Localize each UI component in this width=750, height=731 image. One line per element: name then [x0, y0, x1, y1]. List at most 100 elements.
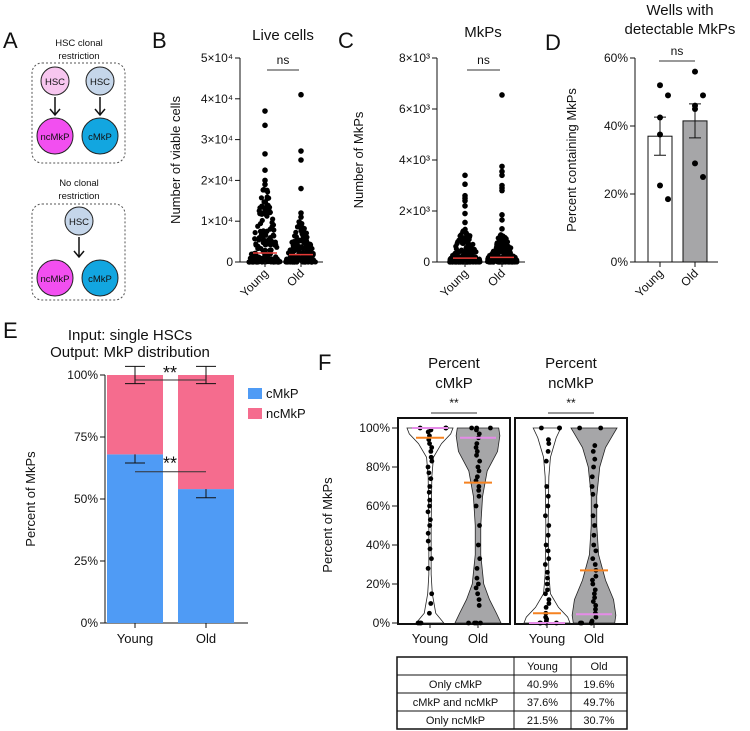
chart-b-point — [259, 229, 265, 235]
chart-b-point — [262, 181, 268, 188]
chart-b-point — [259, 203, 265, 209]
chart-d-point — [700, 174, 706, 180]
chart-b-point — [298, 185, 304, 192]
chart-f1-point — [474, 449, 480, 454]
chart-c-point — [470, 241, 476, 247]
chart-e-error-bar — [125, 365, 145, 385]
chart-f1-point — [474, 474, 480, 480]
chart-b-ylabel: Number of viable cells — [168, 96, 183, 224]
chart-f2-point — [591, 591, 597, 597]
chart-b-point — [257, 211, 263, 217]
chart-f1-point — [427, 441, 432, 446]
chart-c-point — [448, 259, 454, 265]
chart-b-point — [298, 91, 304, 98]
chart-c-point — [455, 253, 461, 259]
chart-c-point — [514, 259, 520, 265]
chart-f1-x-tick-label: Young — [412, 631, 448, 646]
chart-b-significance-label: ns — [277, 53, 290, 67]
chart-f2-point — [557, 425, 562, 431]
chart-b-point — [300, 233, 306, 240]
chart-f2-point — [592, 562, 598, 567]
chart-f1-x-tick-label: Old — [468, 631, 488, 646]
chart-c-point — [499, 226, 505, 232]
chart-d-y-tick-label: 20% — [604, 187, 628, 201]
ncmkp-label: ncMkP — [40, 132, 69, 143]
chart-c-point — [462, 172, 468, 179]
chart-c-point — [502, 252, 508, 258]
chart-f2-point — [592, 456, 598, 462]
arrow-down-icon — [73, 237, 85, 259]
panel-label-d: D — [545, 30, 561, 55]
top-box-title-2: restriction — [58, 51, 99, 62]
chart-f2-point — [543, 605, 549, 610]
chart-c-y-tick-label: 0 — [423, 255, 430, 269]
chart-f-y-tick-label: 40% — [366, 538, 390, 552]
chart-d-y-tick-label: 40% — [604, 119, 628, 133]
chart-e-significance-label: ** — [163, 454, 177, 474]
chart-b-point — [261, 199, 267, 205]
chart-f1-point — [474, 452, 479, 458]
chart-f1-point — [427, 517, 433, 523]
chart-f1-point — [428, 449, 434, 454]
table-cell: Only cMkP — [429, 679, 482, 691]
top-dashed-box — [31, 62, 126, 164]
chart-c-point — [499, 212, 505, 218]
panel-label-e: E — [3, 318, 18, 343]
chart-f-y-tick-label: 20% — [366, 577, 390, 591]
chart-d-point — [665, 92, 671, 99]
chart-f2-point — [589, 618, 595, 624]
chart-f2-significance-label: ** — [566, 396, 576, 410]
legend-label-cmkp: cMkP — [266, 386, 299, 401]
chart-b-point — [258, 195, 265, 201]
table-cell: 49.7% — [583, 697, 614, 709]
chart-d-point — [665, 196, 671, 203]
chart-b-point — [267, 242, 273, 248]
chart-f1-point — [477, 458, 483, 464]
chart-b-point — [270, 216, 276, 222]
chart-f1-point — [476, 468, 482, 474]
chart-c-point — [458, 247, 465, 253]
chart-d-x-tick-label: Old — [678, 266, 701, 289]
chart-f1-point — [478, 620, 483, 626]
chart-f2-point — [593, 573, 599, 579]
chart-f2-point — [592, 595, 598, 601]
chart-f1-point — [475, 591, 481, 597]
panel-label-a: A — [3, 28, 18, 53]
chart-c-point — [463, 236, 470, 242]
chart-b-point — [255, 223, 261, 229]
chart-f2-point — [593, 606, 598, 612]
chart-b-point — [275, 257, 281, 263]
chart-f1-point — [476, 484, 482, 489]
table-cell: 40.9% — [527, 679, 558, 691]
chart-e-y-tick-label: 100% — [67, 368, 98, 382]
chart-b-point — [299, 221, 305, 227]
chart-f1-point — [425, 566, 431, 571]
chart-d-title-2: detectable MkPs — [625, 21, 736, 38]
hsc-label: HSC — [45, 77, 65, 88]
chart-f1-point — [428, 476, 434, 482]
chart-b-point — [268, 257, 274, 263]
chart-b-point — [308, 259, 315, 265]
chart-f1-point — [476, 431, 482, 437]
chart-f2-point — [545, 493, 551, 499]
chart-c-point — [464, 231, 470, 237]
chart-f2-point — [589, 484, 595, 489]
chart-b-point — [267, 226, 273, 232]
chart-f2-point — [593, 614, 599, 620]
chart-b-point — [268, 247, 274, 253]
chart-d-point — [657, 114, 663, 121]
chart-c-point — [451, 259, 458, 265]
arrow-down-icon — [94, 97, 106, 117]
panel-label-f: F — [318, 350, 331, 375]
chart-c-point — [493, 244, 500, 251]
chart-f1-point — [472, 620, 477, 626]
chart-f1-point — [469, 425, 475, 431]
chart-e-bar-ncmkp — [178, 375, 234, 490]
chart-c-point — [509, 259, 515, 265]
chart-b-x-tick-label: Old — [284, 266, 307, 289]
chart-f2-point — [538, 425, 544, 431]
chart-f2-point — [545, 437, 551, 443]
chart-d-point — [692, 68, 698, 75]
table-cell: 30.7% — [583, 715, 614, 727]
chart-c-point — [499, 168, 505, 175]
